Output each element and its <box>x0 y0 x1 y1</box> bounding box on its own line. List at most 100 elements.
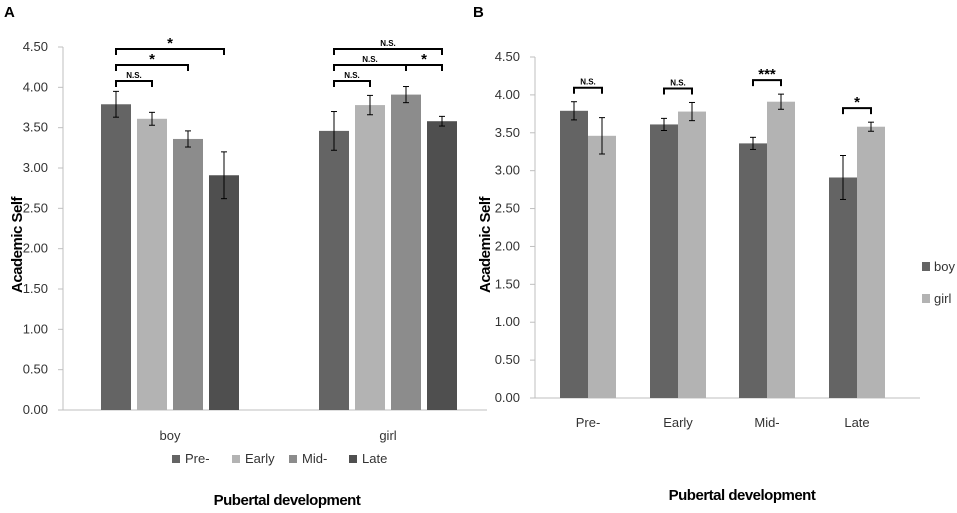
panel-b-ytick-label: 2.00 <box>495 238 520 253</box>
panel-a-bar-mid <box>173 138 203 410</box>
panel-a-sig-bracket: N.S. <box>115 71 153 87</box>
panel-b-legend-swatch <box>922 262 930 271</box>
panel-a-sig-bracket-line <box>115 80 153 87</box>
panel-a-xtick-label: boy <box>160 428 181 443</box>
panel-b-sig-bracket-line <box>663 87 693 95</box>
panel-a-ytick-label: 3.50 <box>23 120 48 135</box>
panel-a-yticks: 0.00 0.50 1.00 1.50 2.00 2.50 3.00 3.50 4.00 4.50 <box>23 39 487 417</box>
panel-a-sig-bracket: * <box>115 51 189 71</box>
panel-a-sig-bracket-line <box>115 48 225 55</box>
panel-a-errorbar <box>403 86 409 104</box>
panel-a-ytick-label: 4.00 <box>23 79 48 94</box>
panel-b-ytick-label: 2.50 <box>495 201 520 216</box>
panel-b-xticks: Pre- Early Mid- Late <box>576 415 870 430</box>
panel-b-sig-bracket: *** <box>752 66 782 87</box>
panel-b-errorbar <box>689 101 695 122</box>
panel-b-ytick-label: 1.50 <box>495 276 520 291</box>
panel-a-legend-label: Pre- <box>185 451 210 466</box>
panel-b-legend: boy girl <box>922 259 955 306</box>
panel-a-legend-label: Mid- <box>302 451 327 466</box>
panel-b-errorbar <box>599 117 605 155</box>
panel-a-bar-mid <box>391 94 421 411</box>
panel-b-sig-label: *** <box>758 66 776 83</box>
panel-a-sig-bracket-line <box>333 80 371 87</box>
panel-a-sig-label: N.S. <box>344 71 360 80</box>
panel-b-errorbar <box>661 117 667 132</box>
panel-b-bar-girl <box>678 111 706 398</box>
panel-b-sig-label: N.S. <box>580 78 596 87</box>
panel-a-ytick-label: 2.50 <box>23 200 48 215</box>
panel-a-sig-label: * <box>421 51 427 68</box>
panel-a-legend-label: Late <box>362 451 387 466</box>
panel-a-legend: Pre- Early Mid- Late <box>172 451 387 466</box>
panel-b-errorbar <box>840 155 846 200</box>
panel-b-sig-bracket-line <box>573 86 603 94</box>
panel-b-ytick-label: 3.50 <box>495 125 520 140</box>
panel-a-sig-bracket: N.S. <box>333 55 407 71</box>
panel-a-ytick-label: 3.00 <box>23 160 48 175</box>
panel-a-bar-pre <box>101 104 131 411</box>
panel-a-bar-early <box>355 105 385 410</box>
panel-a-ylabel: Academic Self <box>9 195 26 293</box>
panel-b-legend-label: boy <box>934 259 955 274</box>
panel-b-errorbar <box>750 136 756 150</box>
panel-a-significance: **N.S.N.S.N.S.N.S.* <box>115 35 443 87</box>
panel-a: A Academic Self Pubertal development 0.0… <box>4 4 487 509</box>
panel-a-bars <box>101 94 457 411</box>
panel-b-sig-label: * <box>854 94 860 111</box>
panel-a-legend-swatch <box>349 455 357 463</box>
panel-a-sig-label: N.S. <box>126 71 142 80</box>
panel-a-ytick-label: 4.50 <box>23 39 48 54</box>
panel-b-sig-bracket-line <box>842 107 872 115</box>
panel-b-bar-boy <box>560 110 588 399</box>
panel-a-ytick-label: 0.00 <box>23 402 48 417</box>
panel-b-bar-girl <box>588 135 616 398</box>
panel-a-sig-bracket-line <box>405 64 443 71</box>
panel-b-legend-swatch <box>922 294 930 303</box>
panel-b-xtick-label: Early <box>663 415 693 430</box>
panel-b-ytick-label: 0.50 <box>495 352 520 367</box>
panel-b-sig-bracket: N.S. <box>663 78 693 95</box>
panel-b-sig-bracket-line <box>752 79 782 87</box>
panel-a-ytick-label: 1.50 <box>23 281 48 296</box>
panel-a-label: A <box>4 4 15 21</box>
panel-b-sig-bracket: * <box>842 94 872 115</box>
panel-b-ytick-label: 1.00 <box>495 314 520 329</box>
panel-a-ytick-label: 2.00 <box>23 241 48 256</box>
panel-b-bar-girl <box>857 126 885 399</box>
panel-a-xtick-label: girl <box>379 428 396 443</box>
panel-b-bar-boy <box>650 124 678 398</box>
panel-b-ytick-label: 0.00 <box>495 390 520 405</box>
panel-a-ytick-label: 0.50 <box>23 362 48 377</box>
panel-a-bar-late <box>209 175 239 410</box>
panel-b-xtick-label: Late <box>844 415 869 430</box>
panel-b-bar-boy <box>739 143 767 398</box>
panel-a-sig-bracket: N.S. <box>333 39 443 55</box>
panel-a-errorbar <box>149 111 155 126</box>
panel-b-ytick-label: 3.00 <box>495 163 520 178</box>
panel-b-ytick-label: 4.50 <box>495 49 520 64</box>
panel-a-errorbar <box>331 111 337 151</box>
panel-a-errorbar <box>439 115 445 127</box>
panel-a-sig-bracket: * <box>115 35 225 55</box>
panel-a-bar-late <box>427 121 457 411</box>
panel-a-errorbar <box>367 94 373 116</box>
panel-a-legend-label: Early <box>245 451 275 466</box>
panel-a-sig-bracket: * <box>405 51 443 71</box>
panel-a-sig-label: N.S. <box>380 39 396 48</box>
panel-a-sig-bracket-line <box>333 48 443 55</box>
panel-b-errorbar <box>778 93 784 110</box>
panel-a-legend-swatch <box>289 455 297 463</box>
panel-a-errorbar <box>185 130 191 148</box>
panel-a-errorbars <box>113 86 445 200</box>
panel-a-legend-swatch <box>172 455 180 463</box>
panel-b-errorbar <box>868 121 874 132</box>
panel-a-errorbar <box>113 90 119 118</box>
panel-b-ytick-label: 4.00 <box>495 87 520 102</box>
panel-b-errorbars <box>571 93 874 200</box>
panel-b-sig-bracket: N.S. <box>573 78 603 94</box>
panel-b: B Academic Self Pubertal development 0.0… <box>473 4 955 504</box>
panel-b-ylabel: Academic Self <box>477 195 494 293</box>
panel-b-xtick-label: Pre- <box>576 415 601 430</box>
